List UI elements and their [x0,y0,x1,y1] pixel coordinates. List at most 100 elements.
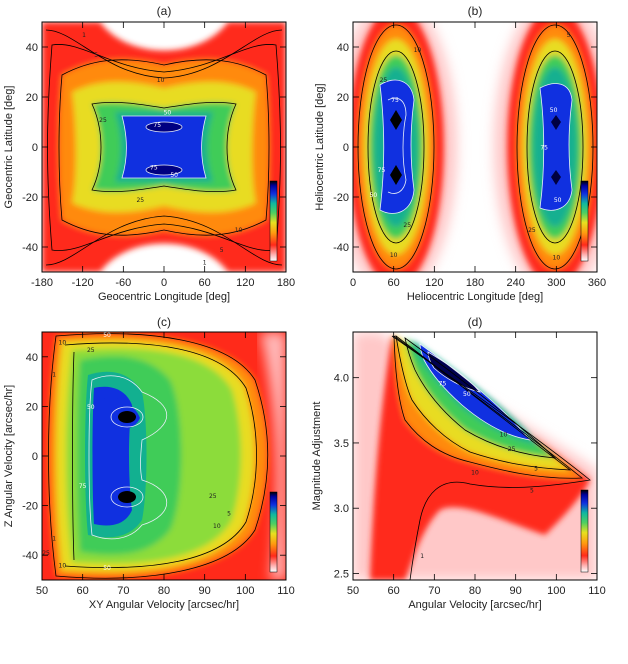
panel-d-xtick-label: 90 [510,585,522,597]
panel-b-ytick-label: 20 [337,92,349,104]
panel-b-ytick-label: 40 [337,42,349,54]
panel-c-xlabel: XY Angular Velocity [arcsec/hr] [89,599,239,611]
panel-a-xtick-label: 60 [199,277,211,289]
panel-c-ylabel: Z Angular Velocity [arcsec/hr] [3,385,15,527]
panel-c-contour-label: 25 [209,493,217,500]
panel-c-colorbar [269,491,278,573]
panel-c-ytick-label: -40 [22,550,38,562]
panel-b-contour-label: 10 [414,47,422,54]
panel-b-contour-label: 10 [390,252,398,259]
panel-b-xtick-label: 180 [466,277,484,289]
panel-a-contour-label: 50 [170,172,178,179]
panel-c-xtick-label: 60 [77,585,89,597]
panel-c-xtick-label: 50 [36,585,48,597]
panel-c-contour-label: 25 [42,550,50,557]
panel-d-ytick-label: 3.5 [334,438,349,450]
panel-d-xtick-label: 100 [547,585,565,597]
panel-b-contour-label: 50 [554,197,562,204]
panel-a-contour-label: 25 [99,117,107,124]
panel-d-contour-label: 50 [463,391,471,398]
panel-d-contour-label: 10 [500,431,508,438]
panel-c-ytick-label: 40 [26,352,38,364]
panel-b-xtick-label: 240 [506,277,524,289]
panel-b-contour-label: 25 [528,227,536,234]
panel-a-xtick-label: 120 [236,277,254,289]
panel-b-heatmap: 10 25 75 75 50 25 10 5 50 75 50 25 10 [353,22,597,272]
panel-d-ylabel: Magnitude Adjustment [311,402,323,511]
panel-a-contour-label: 5 [220,247,224,254]
panel-a-xtick-label: -180 [31,277,53,289]
panel-a-colorbar [269,180,278,262]
panel-a-xtick-label: -60 [115,277,131,289]
panel-c-ytick-label: 20 [26,401,38,413]
panel-a-contour-label: 10 [157,77,165,84]
panel-c-contour-label: 50 [103,332,111,339]
panel-b-contour-label: 75 [391,97,399,104]
panel-a-xlabel: Geocentric Longitude [deg] [98,291,230,303]
panel-b-contour-label: 5 [567,32,571,39]
panel-a-contour-label: 50 [164,110,172,117]
panel-b: (b) [314,4,606,303]
panel-c-xtick-label: 100 [236,585,254,597]
panel-c-heatmap: 10 25 50 50 75 25 10 5 25 10 50 1 1 [42,332,286,580]
panel-c-xtick-label: 110 [277,585,295,597]
panel-c-contour-label: 1 [52,372,56,379]
panel-b-colorbar [580,180,589,262]
panel-d-contour-label: 25 [508,446,516,453]
panel-c-contour-label: 75 [79,483,87,490]
panel-d: (d) 75 50 10 25 5 10 5 1 [311,315,606,611]
panel-d-ytick-label: 2.5 [334,568,349,580]
panel-a-ylabel: Geocentric Latitude [deg] [3,86,15,209]
panel-d-xtick-label: 70 [428,585,440,597]
panel-b-ytick-label: 0 [343,142,349,154]
panel-a-xtick-label: 180 [277,277,295,289]
panel-b-xtick-label: 300 [547,277,565,289]
panel-b-ylabel: Heliocentric Latitude [deg] [314,83,326,210]
panel-d-contour-label: 5 [534,465,538,472]
panel-c-title: (c) [157,315,171,329]
panel-b-contour-label: 10 [553,255,561,262]
panel-a: (a) [3,4,295,303]
panel-d-contour-label: 10 [471,469,479,476]
panel-b-xtick-label: 360 [588,277,606,289]
panel-a-contour-label: 5 [94,52,98,59]
panel-c-contour-label: 5 [227,511,231,518]
panel-d-xtick-label: 80 [469,585,481,597]
panel-b-contour-label: 25 [403,222,411,229]
panel-a-contour-label: 10 [235,227,243,234]
panel-d-xtick-label: 50 [347,585,359,597]
panel-b-contour-label: 50 [370,192,378,199]
panel-a-xtick-label: 0 [161,277,167,289]
panel-c-contour-label: 25 [87,347,95,354]
panel-d-xtick-label: 110 [588,585,606,597]
panel-b-title: (b) [468,4,483,18]
panel-b-xtick-label: 60 [388,277,400,289]
panel-d-contour-label: 5 [530,488,534,495]
panel-a-xtick-label: -120 [72,277,94,289]
panel-c-contour-label: 50 [103,565,111,572]
panel-c-contour-label: 50 [87,404,95,411]
panel-a-contour-label: 75 [150,165,158,172]
panel-c-ytick-label: -20 [22,501,38,513]
panel-a-title: (a) [157,4,172,18]
panel-c-xtick-label: 90 [199,585,211,597]
panel-c-contour-label: 10 [213,523,221,530]
panel-d-ytick-label: 4.0 [334,373,349,385]
panel-b-xtick-label: 120 [425,277,443,289]
panel-c-contour-label: 1 [52,535,56,542]
panel-a-contour-label: 1 [82,32,86,39]
panel-b-contour-label: 25 [380,77,388,84]
panel-b-contour-label: 75 [540,145,548,152]
panel-a-contour-label: 1 [203,260,207,267]
panel-a-ytick-label: -40 [22,242,38,254]
panel-a-ytick-label: 40 [26,42,38,54]
panel-a-ytick-label: -20 [22,192,38,204]
panel-b-xlabel: Heliocentric Longitude [deg] [407,291,543,303]
panel-b-ytick-label: -20 [333,192,349,204]
panel-d-colorbar [580,489,589,573]
panel-d-heatmap: 75 50 10 25 5 10 5 1 [353,332,597,580]
panel-c-xtick-label: 80 [158,585,170,597]
